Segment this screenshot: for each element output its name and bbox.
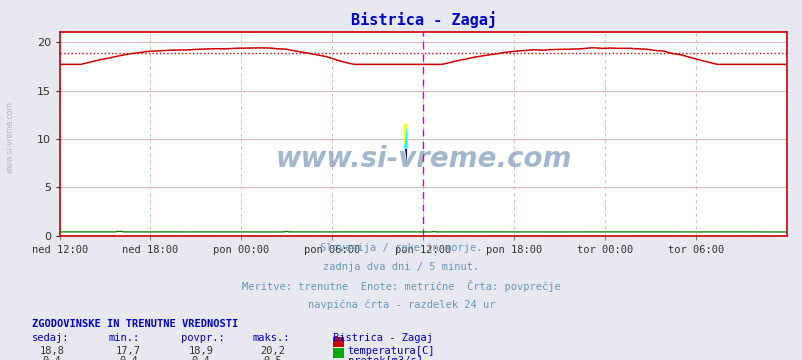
Polygon shape: [405, 149, 407, 163]
Text: 20,2: 20,2: [260, 346, 286, 356]
Text: 0,4: 0,4: [191, 356, 210, 360]
Text: navpična črta - razdelek 24 ur: navpična črta - razdelek 24 ur: [307, 299, 495, 310]
Text: 0,4: 0,4: [43, 356, 62, 360]
Text: Meritve: trenutne  Enote: metrične  Črta: povprečje: Meritve: trenutne Enote: metrične Črta: …: [242, 280, 560, 292]
Text: 0,5: 0,5: [263, 356, 282, 360]
Title: Bistrica - Zagaj: Bistrica - Zagaj: [350, 12, 496, 28]
Text: 18,9: 18,9: [188, 346, 213, 356]
Text: Bistrica - Zagaj: Bistrica - Zagaj: [333, 333, 433, 343]
Text: povpr.:: povpr.:: [180, 333, 224, 343]
Text: 17,7: 17,7: [115, 346, 141, 356]
Text: www.si-vreme.com: www.si-vreme.com: [6, 101, 15, 173]
Text: 18,8: 18,8: [39, 346, 65, 356]
Text: pretok[m3/s]: pretok[m3/s]: [347, 356, 422, 360]
Text: ZGODOVINSKE IN TRENUTNE VREDNOSTI: ZGODOVINSKE IN TRENUTNE VREDNOSTI: [32, 319, 238, 329]
Text: www.si-vreme.com: www.si-vreme.com: [275, 144, 571, 172]
Text: zadnja dva dni / 5 minut.: zadnja dva dni / 5 minut.: [323, 262, 479, 272]
Text: maks.:: maks.:: [253, 333, 290, 343]
Polygon shape: [403, 125, 407, 149]
Text: min.:: min.:: [108, 333, 140, 343]
Text: 0,4: 0,4: [119, 356, 138, 360]
Text: sedaj:: sedaj:: [32, 333, 70, 343]
Polygon shape: [403, 125, 407, 149]
Text: temperatura[C]: temperatura[C]: [347, 346, 435, 356]
Text: Slovenija / reke in morje.: Slovenija / reke in morje.: [320, 243, 482, 253]
